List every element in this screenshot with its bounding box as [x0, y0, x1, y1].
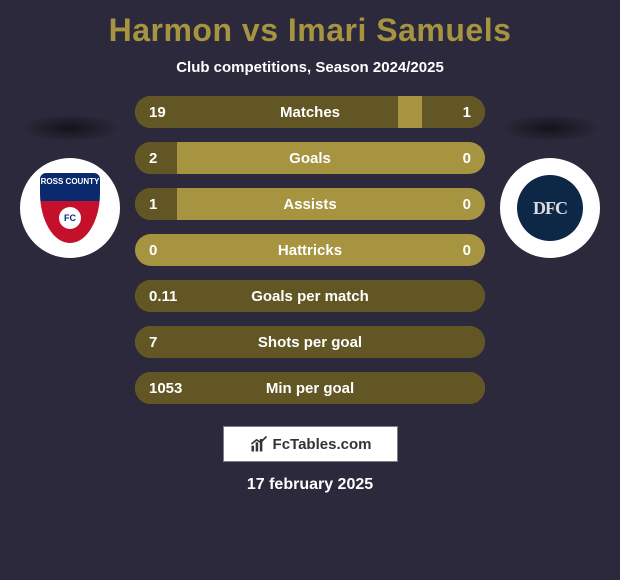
stat-label: Goals per match — [135, 288, 485, 305]
stat-value-right: 1 — [463, 104, 471, 121]
badge-shadow-left — [20, 114, 120, 142]
badge-shadow-right — [500, 114, 600, 142]
subtitle: Club competitions, Season 2024/2025 — [0, 59, 620, 76]
stat-label: Min per goal — [135, 380, 485, 397]
stat-row: 7Shots per goal — [135, 326, 485, 358]
team-badge-left: ROSS COUNTY — [20, 158, 120, 258]
stat-row: 1053Min per goal — [135, 372, 485, 404]
stat-label: Matches — [135, 104, 485, 121]
stat-row: 0.11Goals per match — [135, 280, 485, 312]
stat-label: Assists — [135, 196, 485, 213]
stat-row: 0Hattricks0 — [135, 234, 485, 266]
stat-row: 1Assists0 — [135, 188, 485, 220]
page-title: Harmon vs Imari Samuels — [0, 0, 620, 49]
stat-value-right: 0 — [463, 150, 471, 167]
stat-bars: 19Matches12Goals01Assists00Hattricks00.1… — [135, 96, 485, 404]
team-badge-right: DFC — [500, 158, 600, 258]
footer-date: 17 february 2025 — [0, 476, 620, 494]
stat-label: Hattricks — [135, 242, 485, 259]
ross-county-crest-icon: ROSS COUNTY — [40, 173, 100, 243]
stat-value-right: 0 — [463, 242, 471, 259]
dundee-crest-icon: DFC — [517, 175, 583, 241]
brand-text: FcTables.com — [273, 436, 372, 453]
comparison-arena: ROSS COUNTY DFC 19Matches12Goals01Assist… — [0, 96, 620, 404]
stat-label: Goals — [135, 150, 485, 167]
stat-row: 19Matches1 — [135, 96, 485, 128]
stat-value-right: 0 — [463, 196, 471, 213]
stat-row: 2Goals0 — [135, 142, 485, 174]
chart-icon — [249, 434, 269, 454]
stat-label: Shots per goal — [135, 334, 485, 351]
fctables-logo: FcTables.com — [223, 426, 398, 462]
